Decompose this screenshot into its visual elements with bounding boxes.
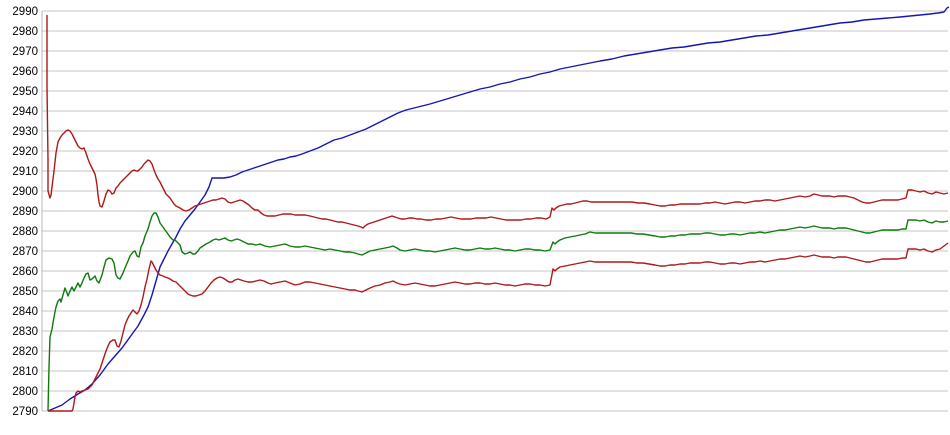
y-tick-label: 2910 [12,166,38,178]
y-tick-label: 2990 [12,6,38,18]
y-tick-label: 2970 [12,46,38,58]
y-tick-label: 2980 [12,26,38,38]
y-tick-label: 2800 [12,386,38,398]
blue-cumulative-line [47,6,950,412]
y-tick-label: 2930 [12,126,38,138]
y-tick-label: 2850 [12,286,38,298]
y-tick-label: 2860 [12,266,38,278]
lower-red-line [48,242,949,412]
gridlines [42,10,948,412]
y-tick-label: 2880 [12,226,38,238]
y-tick-label: 2810 [12,366,38,378]
upper-red-line [46,15,949,229]
y-tick-label: 2840 [12,306,38,318]
y-tick-label: 2790 [12,406,38,418]
y-tick-label: 2950 [12,86,38,98]
y-tick-label: 2960 [12,66,38,78]
y-axis-labels: 2990 2980 2970 2960 2950 2940 2930 2920 2910 2900… [12,6,38,418]
series-lines [46,6,950,412]
y-tick-label: 2830 [12,326,38,338]
y-tick-label: 2870 [12,246,38,258]
green-middle-line [47,212,949,412]
y-tick-label: 2920 [12,146,38,158]
y-tick-label: 2890 [12,206,38,218]
y-tick-label: 2900 [12,186,38,198]
y-tick-label: 2820 [12,346,38,358]
y-tick-label: 2940 [12,106,38,118]
